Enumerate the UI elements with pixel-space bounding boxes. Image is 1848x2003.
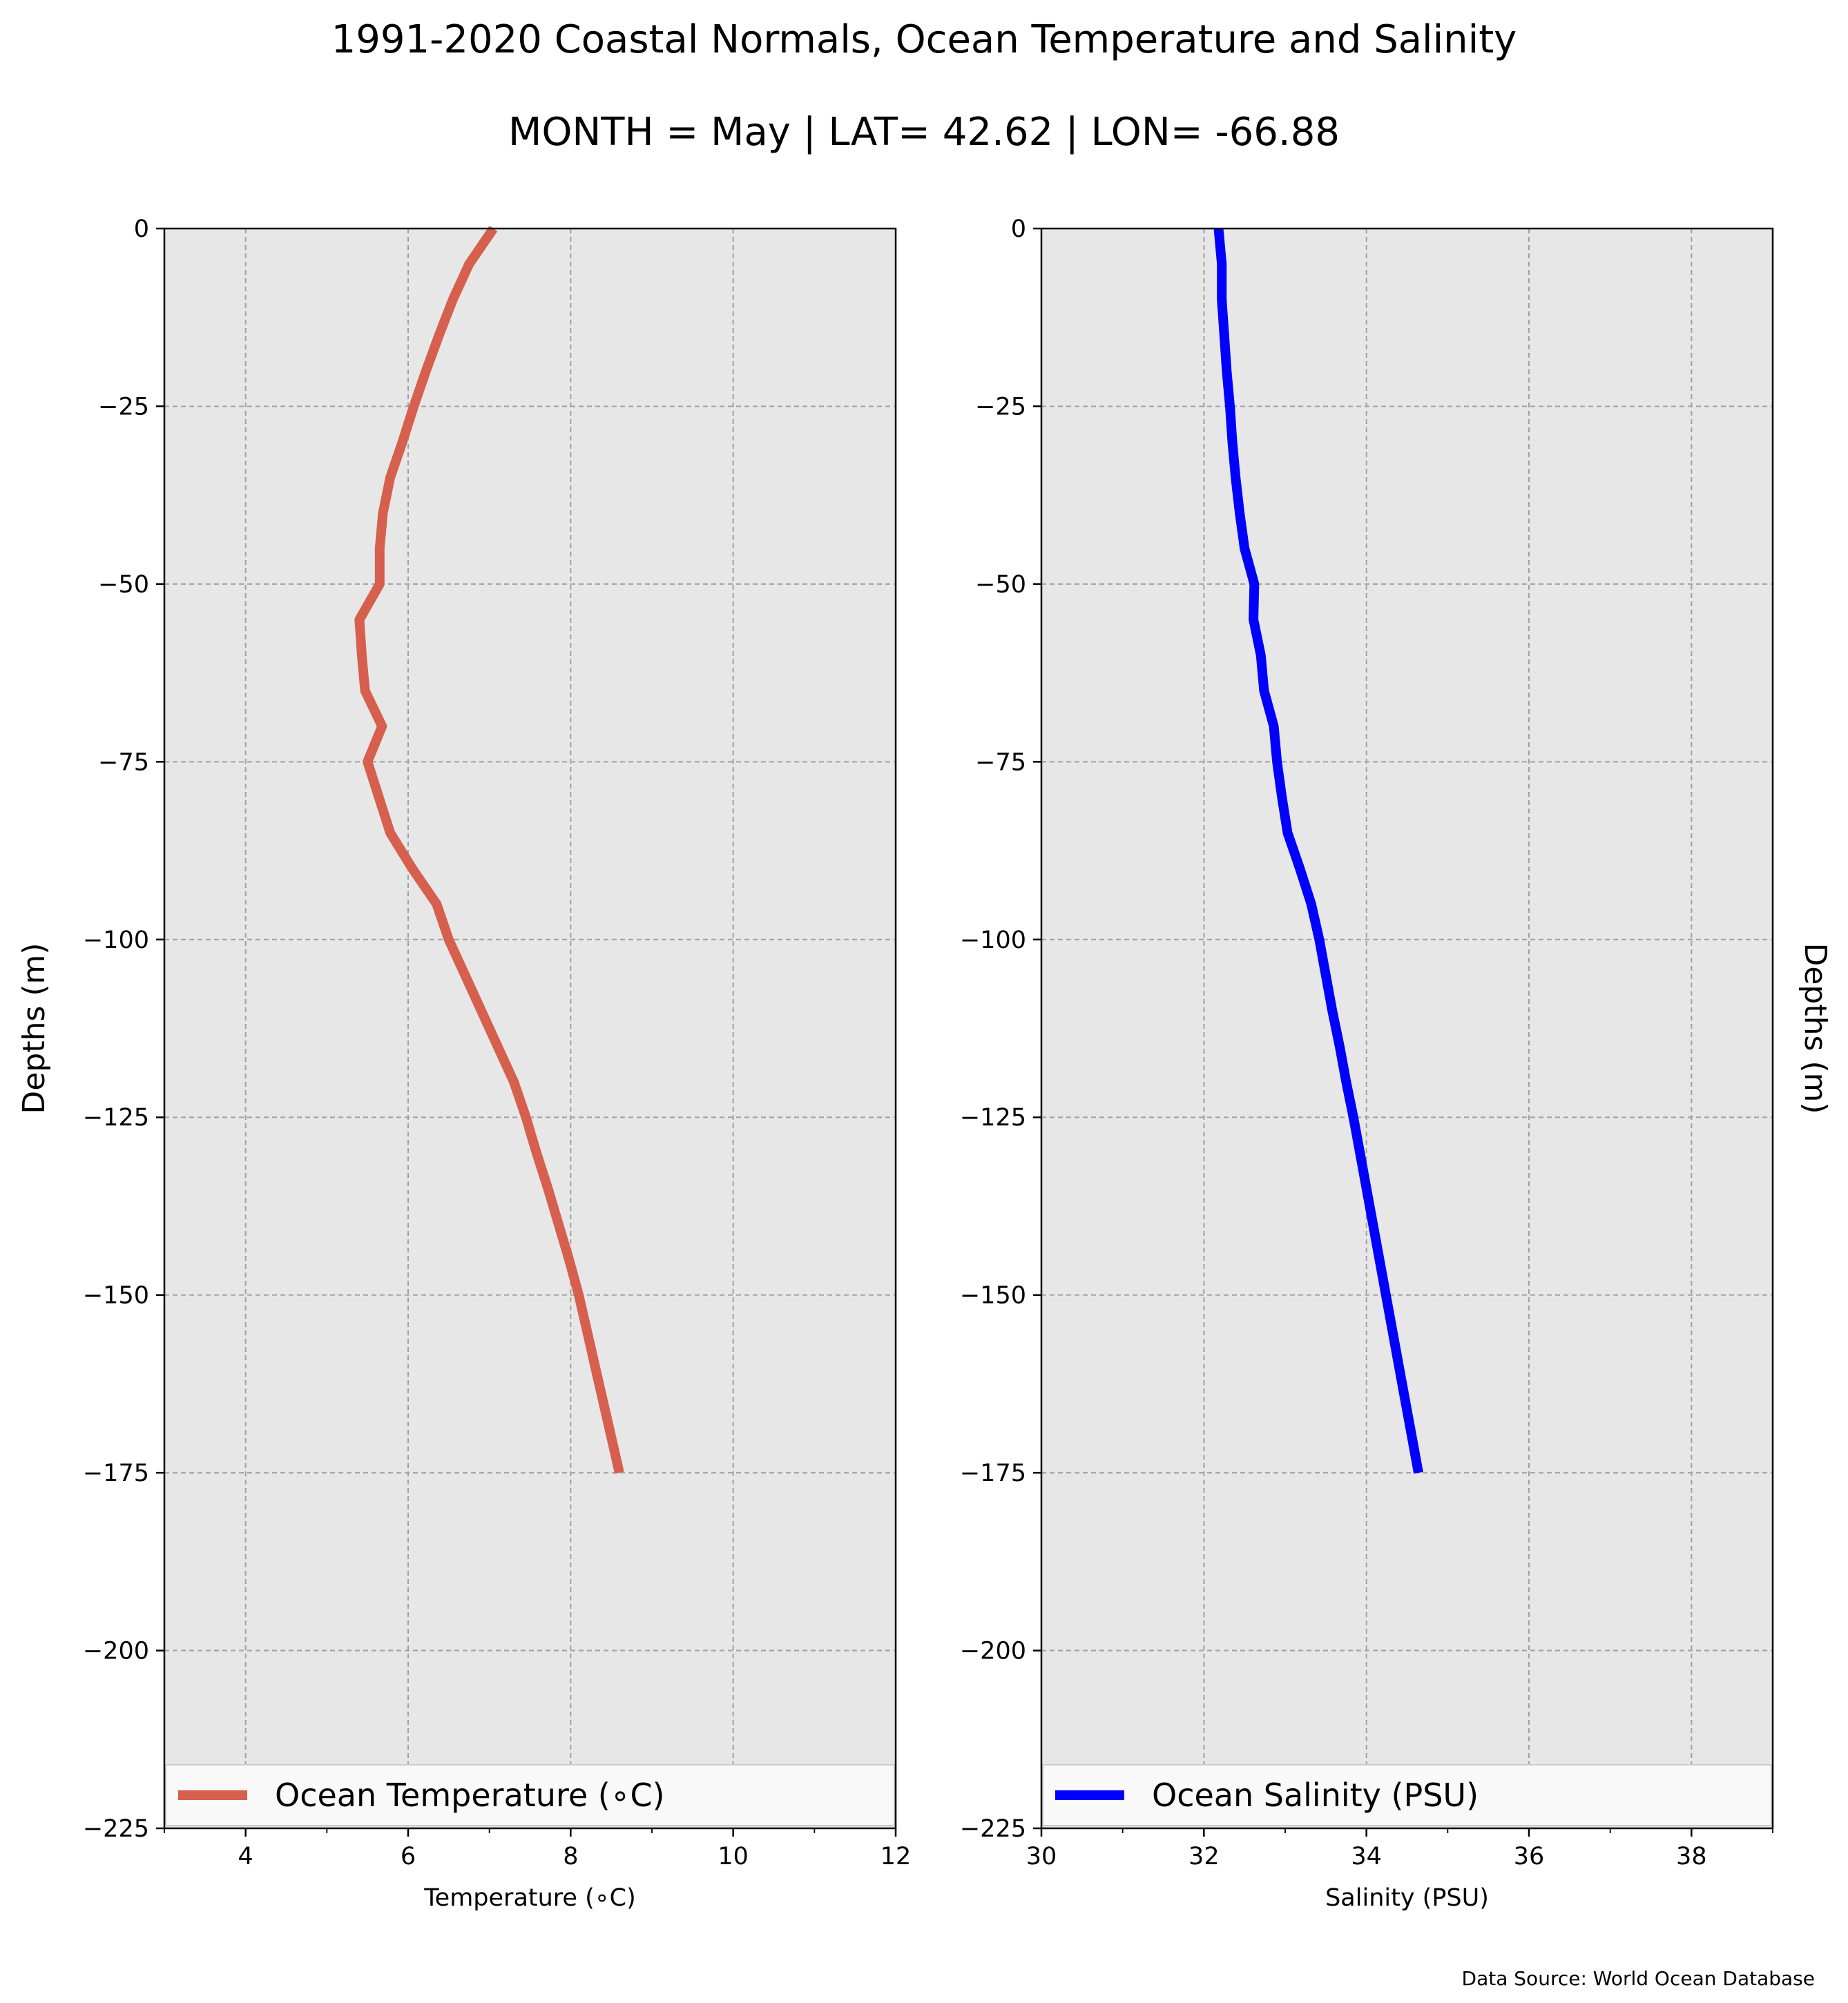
salinity-y-tick-label: −25: [975, 393, 1026, 420]
salinity-axes-frame: [1040, 227, 1774, 1830]
temperature-panel: Ocean Temperature (∘C) 4 6 8 10 12 0 −25 −50 −75 −…: [17, 215, 911, 1912]
temperature-x-tick-label: 4: [238, 1843, 253, 1870]
salinity-x-tick-label: 30: [1026, 1843, 1057, 1870]
salinity-panel: Ocean Salinity (PSU) 30 32 34 36 38 0 −25 −50 −75…: [960, 215, 1833, 1912]
salinity-series-line: [1213, 228, 1423, 1474]
salinity-y-tick-label: −125: [960, 1104, 1026, 1132]
temperature-series-line: [354, 226, 624, 1474]
temperature-y-tick-label: −150: [83, 1282, 149, 1310]
temperature-x-tick-label: 6: [401, 1843, 416, 1870]
salinity-legend: [1042, 1764, 1772, 1826]
temperature-legend-label: Ocean Temperature (∘C): [275, 1777, 665, 1814]
salinity-y-tick-label: −100: [960, 927, 1026, 954]
salinity-x-tick-label: 32: [1188, 1843, 1220, 1870]
salinity-y-tick-label: −50: [975, 571, 1026, 599]
temperature-y-tick-label: −225: [83, 1815, 149, 1843]
temperature-y-tick-label: −175: [83, 1460, 149, 1487]
temperature-y-axis-label: Depths (m): [17, 942, 52, 1114]
temperature-x-tick-label: 10: [718, 1843, 749, 1870]
temperature-y-tick-label: −100: [83, 927, 149, 954]
data-source-note: Data Source: World Ocean Database: [1462, 1967, 1815, 1990]
temperature-plot-area: [164, 229, 896, 1828]
temperature-y-tick-label: 0: [134, 215, 149, 243]
salinity-legend-label: Ocean Salinity (PSU): [1152, 1777, 1479, 1814]
temperature-y-tick-label: −200: [83, 1638, 149, 1665]
salinity-x-tick-label: 34: [1351, 1843, 1382, 1870]
salinity-y-tick-label: −175: [960, 1460, 1026, 1487]
figure-subtitle: MONTH = May | LAT= 42.62 | LON= -66.88: [508, 110, 1340, 155]
salinity-y-tick-label: −200: [960, 1638, 1026, 1665]
temperature-y-tick-label: −50: [98, 571, 149, 599]
salinity-x-tick-label: 38: [1676, 1843, 1707, 1870]
salinity-y-tick-label: −150: [960, 1282, 1026, 1310]
salinity-x-tick-label: 36: [1514, 1843, 1545, 1870]
temperature-x-tick-label: 12: [880, 1843, 912, 1870]
figure-title: 1991-2020 Coastal Normals, Ocean Tempera…: [331, 17, 1517, 62]
temperature-y-tick-label: −75: [98, 748, 149, 776]
salinity-y-tick-label: −75: [975, 748, 1026, 776]
temperature-legend: [165, 1764, 895, 1826]
salinity-y-axis-label: Depths (m): [1798, 942, 1833, 1114]
salinity-plot-area: [1041, 229, 1773, 1828]
temperature-axes-frame: [163, 227, 897, 1830]
temperature-y-tick-label: −125: [83, 1104, 149, 1132]
salinity-y-tick-label: −225: [960, 1815, 1026, 1843]
temperature-x-tick-label: 8: [563, 1843, 578, 1870]
temperature-y-tick-label: −25: [98, 393, 149, 420]
temperature-x-axis-label: Temperature (∘C): [423, 1884, 636, 1912]
salinity-x-axis-label: Salinity (PSU): [1325, 1884, 1489, 1912]
salinity-y-tick-label: 0: [1011, 215, 1026, 243]
